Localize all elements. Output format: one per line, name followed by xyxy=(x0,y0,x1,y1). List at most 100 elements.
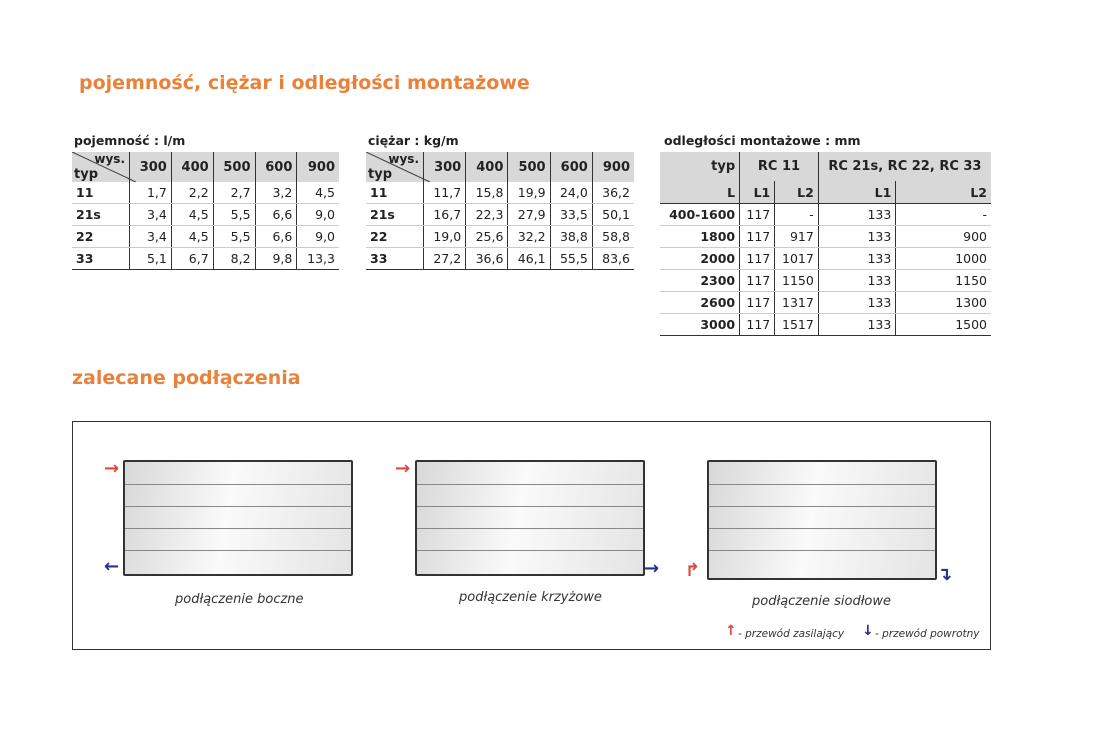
table-row: 11 1,7 2,2 2,7 3,2 4,5 xyxy=(72,182,339,204)
value-cell: 16,7 xyxy=(422,203,466,226)
length-cell: 2600 xyxy=(660,291,740,314)
value-cell: 2,7 xyxy=(212,182,256,204)
connections-diagram: → ← podłączenie boczne → → podłączenie k… xyxy=(72,421,991,650)
table-row: 11 11,7 15,8 19,9 24,0 36,2 xyxy=(366,182,634,204)
header-row: wys. typ 300 400 500 600 900 xyxy=(72,152,339,182)
value-cell: 3,2 xyxy=(254,182,297,204)
value-cell: 83,6 xyxy=(591,247,634,270)
value-cell: 5,5 xyxy=(212,225,256,248)
return-arrow-icon: ↴ xyxy=(937,564,953,585)
height-header: 900 xyxy=(591,152,634,182)
corner-cell: wys. typ xyxy=(366,152,430,182)
height-header: 500 xyxy=(507,152,551,182)
type-cell: 33 xyxy=(366,247,424,270)
table-row: 2300 117 1150 133 1150 xyxy=(660,269,991,292)
value-cell: 32,2 xyxy=(507,225,551,248)
value-cell: 1017 xyxy=(774,247,819,270)
value-cell: 117 xyxy=(739,269,775,292)
value-cell: 9,8 xyxy=(254,247,297,270)
value-cell: 1300 xyxy=(895,291,991,314)
value-cell: 117 xyxy=(739,225,775,248)
value-cell: 1,7 xyxy=(129,182,172,204)
value-cell: 11,7 xyxy=(422,182,466,204)
height-header: 300 xyxy=(129,152,172,182)
value-cell: 117 xyxy=(739,313,775,336)
table-row: 2600 117 1317 133 1300 xyxy=(660,291,991,314)
height-header: 500 xyxy=(212,152,256,182)
value-cell: 3,4 xyxy=(129,225,172,248)
table-row: 2000 117 1017 133 1000 xyxy=(660,247,991,270)
supply-arrow-icon: → xyxy=(104,458,120,479)
supply-arrow-icon: ↱ xyxy=(685,560,701,581)
weight-table: wys. typ 300 400 500 600 900 11 11,7 15,8 19,9 24,0… xyxy=(366,152,634,270)
subheader-cell: L1 xyxy=(817,181,896,204)
subheader-cell: L1 xyxy=(739,181,775,204)
value-cell: 900 xyxy=(895,225,991,248)
height-header: 400 xyxy=(465,152,508,182)
table-row: 33 27,2 36,6 46,1 55,5 83,6 xyxy=(366,247,634,270)
value-cell: 133 xyxy=(817,247,896,270)
value-cell: 117 xyxy=(739,247,775,270)
value-cell: 133 xyxy=(817,225,896,248)
subheader-cell: L2 xyxy=(774,181,819,204)
subheader-cell: L xyxy=(660,181,740,204)
value-cell: 33,5 xyxy=(549,203,593,226)
distances-table: typ RC 11 RC 21s, RC 22, RC 33 L L1 L2 L1 L2 4… xyxy=(660,152,991,336)
radiator-cross xyxy=(415,460,645,576)
page-title: pojemność, ciężar i odległości montażowe xyxy=(79,72,530,94)
table-row: 22 3,4 4,5 5,5 6,6 9,0 xyxy=(72,225,339,248)
corner-top: wys. xyxy=(94,152,125,166)
table-row: 400-1600 117-133- xyxy=(660,203,991,226)
value-cell: 117 xyxy=(739,291,775,314)
header-rc11: RC 11 xyxy=(739,152,819,181)
header-typ: typ xyxy=(660,152,740,181)
table-row: 22 19,0 25,6 32,2 38,8 58,8 xyxy=(366,225,634,248)
value-cell: 2,2 xyxy=(170,182,214,204)
value-cell: 8,2 xyxy=(212,247,256,270)
value-cell: 9,0 xyxy=(296,203,339,226)
corner-left: typ xyxy=(74,167,98,182)
value-cell: 1000 xyxy=(895,247,991,270)
table-row: 1800 117 917 133 900 xyxy=(660,225,991,248)
value-cell: 22,3 xyxy=(465,203,508,226)
value-cell: 1517 xyxy=(774,313,819,336)
type-cell: 21s xyxy=(366,203,424,226)
value-cell: 133 xyxy=(817,269,896,292)
value-cell: 6,7 xyxy=(170,247,214,270)
type-cell: 33 xyxy=(72,247,130,270)
value-cell: 58,8 xyxy=(591,225,634,248)
weight-caption: ciężar : kg/m xyxy=(368,133,459,148)
value-cell: 38,8 xyxy=(549,225,593,248)
value-cell: 19,9 xyxy=(507,182,551,204)
header-row: wys. typ 300 400 500 600 900 xyxy=(366,152,634,182)
return-arrow-icon: → xyxy=(644,558,660,579)
supply-arrow-icon: → xyxy=(395,458,411,479)
length-cell: 1800 xyxy=(660,225,740,248)
value-cell: 50,1 xyxy=(591,203,634,226)
legend-return: - przewód powrotny xyxy=(875,628,980,640)
value-cell: 4,5 xyxy=(170,203,214,226)
height-header: 900 xyxy=(296,152,339,182)
type-cell: 11 xyxy=(366,182,424,204)
value-cell: 36,2 xyxy=(591,182,634,204)
value-cell: 1317 xyxy=(774,291,819,314)
label-side: podłączenie boczne xyxy=(175,592,304,607)
label-cross: podłączenie krzyżowe xyxy=(459,590,602,605)
value-cell: 1150 xyxy=(774,269,819,292)
distances-caption: odległości montażowe : mm xyxy=(664,133,861,148)
height-header: 300 xyxy=(422,152,466,182)
type-cell: 22 xyxy=(366,225,424,248)
height-header: 600 xyxy=(254,152,297,182)
value-cell: 6,6 xyxy=(254,203,297,226)
radiator-saddle xyxy=(707,460,937,580)
value-cell: 1150 xyxy=(895,269,991,292)
table-row: 21s 16,7 22,3 27,9 33,5 50,1 xyxy=(366,203,634,226)
value-cell: 4,5 xyxy=(170,225,214,248)
length-cell: 400-1600 xyxy=(660,203,740,226)
value-cell: - xyxy=(774,203,819,226)
table-row: 33 5,1 6,7 8,2 9,8 13,3 xyxy=(72,247,339,270)
value-cell: 13,3 xyxy=(296,247,339,270)
value-cell: 917 xyxy=(774,225,819,248)
length-cell: 2000 xyxy=(660,247,740,270)
value-cell: 6,6 xyxy=(254,225,297,248)
